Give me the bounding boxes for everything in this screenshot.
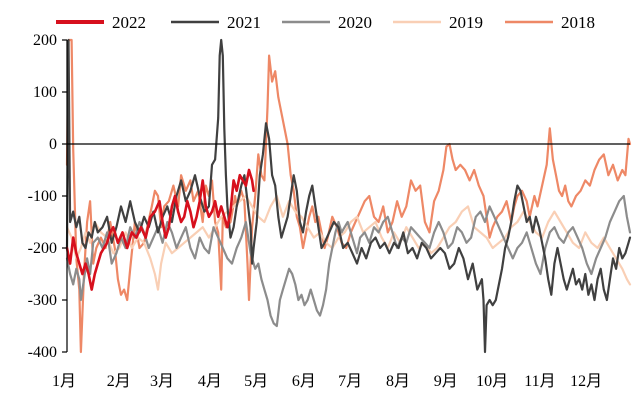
- y-tick-label: 100: [33, 84, 57, 101]
- legend: 2022 2021 2020 2019 2018: [56, 13, 595, 32]
- y-tick-label: -100: [28, 188, 57, 205]
- x-tick-label: 1月: [52, 373, 76, 390]
- x-tick-label: 6月: [292, 373, 316, 390]
- legend-label-2018: 2018: [561, 13, 595, 32]
- y-tick-label: -300: [28, 292, 57, 309]
- x-tick-label: 4月: [198, 373, 222, 390]
- y-tick-label: 0: [49, 136, 57, 153]
- x-tick-label: 10月: [476, 373, 508, 390]
- series-line-2018: [65, 38, 632, 354]
- legend-label-2020: 2020: [338, 13, 372, 32]
- x-tick-label: 11月: [524, 373, 555, 390]
- legend-label-2021: 2021: [227, 13, 261, 32]
- x-tick-label: 12月: [570, 373, 602, 390]
- axes: [62, 39, 630, 353]
- series-line-2022: [65, 168, 255, 291]
- series-line-2021: [65, 38, 632, 354]
- x-tick-label: 9月: [434, 373, 458, 390]
- x-tick-label: 3月: [150, 373, 174, 390]
- legend-label-2022: 2022: [112, 13, 146, 32]
- x-tick-label: 7月: [338, 373, 362, 390]
- series-line-2019: [65, 194, 632, 291]
- legend-label-2019: 2019: [449, 13, 483, 32]
- y-tick-label: 200: [33, 32, 57, 49]
- x-tick-label: 5月: [244, 373, 268, 390]
- tick-labels: 200 100 0 -100 -200 -300 -400 1月 2月 3月 4月 5月 6月 7月 8月 9…: [28, 32, 603, 390]
- y-tick-label: -400: [28, 344, 57, 361]
- series-layer: [65, 38, 632, 354]
- x-tick-label: 2月: [107, 373, 131, 390]
- x-tick-label: 8月: [386, 373, 410, 390]
- y-tick-label: -200: [28, 240, 57, 257]
